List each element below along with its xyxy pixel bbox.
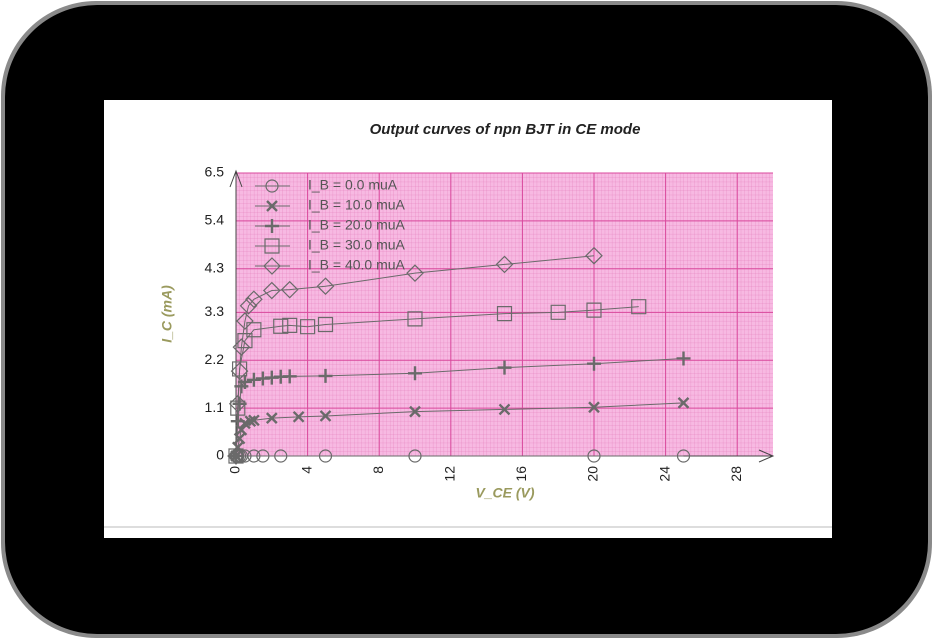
marker [248, 414, 260, 427]
marker [246, 372, 261, 387]
marker [265, 412, 278, 424]
marker [256, 449, 270, 463]
y-tick-label: 0 [216, 447, 224, 463]
legend-label: I_B = 0.0 muA [308, 177, 398, 193]
marker [407, 311, 423, 327]
x-tick-label: 28 [728, 466, 744, 482]
marker [497, 360, 512, 375]
marker [586, 302, 602, 318]
legend-label: I_B = 30.0 muA [308, 237, 406, 253]
marker [318, 368, 333, 383]
marker [246, 322, 262, 338]
marker [265, 179, 279, 193]
marker [262, 281, 281, 300]
marker [247, 449, 261, 463]
legend-label: I_B = 20.0 muA [308, 217, 406, 233]
minor-grid [236, 173, 773, 456]
marker [266, 200, 278, 212]
marker [263, 257, 281, 275]
marker [274, 449, 288, 463]
marker [265, 219, 279, 233]
y-tick-label: 2.2 [205, 351, 225, 367]
x-tick-label: 20 [585, 466, 601, 482]
y-tick-label: 3.3 [205, 303, 225, 319]
marker [676, 351, 691, 366]
marker [282, 369, 297, 384]
marker [317, 316, 334, 333]
marker [245, 290, 263, 309]
y-tick-label: 6.5 [205, 164, 225, 180]
x-tick-label: 16 [513, 466, 529, 482]
marker [228, 448, 244, 464]
marker [585, 246, 603, 265]
y-tick-label: 5.4 [205, 212, 225, 228]
marker [319, 410, 332, 422]
marker [282, 317, 298, 333]
marker [227, 447, 245, 465]
x-tick-label: 24 [656, 466, 672, 482]
x-tick-label: 4 [298, 466, 314, 474]
x-tick-label: 8 [370, 466, 386, 474]
marker [587, 356, 601, 371]
marker [292, 410, 305, 423]
marker [236, 312, 254, 330]
x-tick-label: 12 [442, 466, 458, 482]
marker [237, 374, 252, 389]
marker [280, 280, 299, 299]
marker [498, 403, 511, 416]
marker [228, 394, 247, 413]
legend-label: I_B = 40.0 muA [308, 257, 406, 273]
marker [550, 304, 566, 320]
y-axis-label: I_C (mA) [159, 285, 175, 343]
marker [587, 449, 601, 463]
legend-label: I_B = 10.0 muA [308, 197, 406, 213]
y-tick-label: 4.3 [205, 259, 225, 275]
axis-arrow [229, 169, 775, 463]
marker [495, 255, 514, 274]
marker [496, 306, 513, 322]
marker [231, 441, 244, 454]
x-tick-label: 0 [227, 466, 243, 474]
marker [300, 319, 316, 335]
marker [230, 400, 246, 416]
plot: 0 1.1 2.2 3.3 4.3 5.4 6.5 0 4 8 12 16 20 24 28 I_B = 0.… [205, 164, 775, 482]
x-axis-label: V_CE (V) [475, 485, 534, 501]
marker [244, 415, 257, 428]
marker [264, 238, 280, 254]
marker [676, 449, 691, 463]
marker [239, 296, 258, 315]
marker [588, 401, 600, 414]
marker [409, 405, 421, 418]
series-line [235, 255, 595, 457]
chart-title: Output curves of npn BJT in CE mode [370, 121, 641, 138]
y-tick-label: 1.1 [205, 399, 225, 415]
marker [316, 277, 335, 296]
marker [631, 299, 647, 315]
marker [677, 397, 690, 409]
marker [406, 264, 424, 282]
marker [408, 449, 422, 463]
marker [318, 449, 333, 463]
marker [230, 362, 249, 380]
marker [232, 338, 251, 357]
marker [408, 366, 422, 381]
